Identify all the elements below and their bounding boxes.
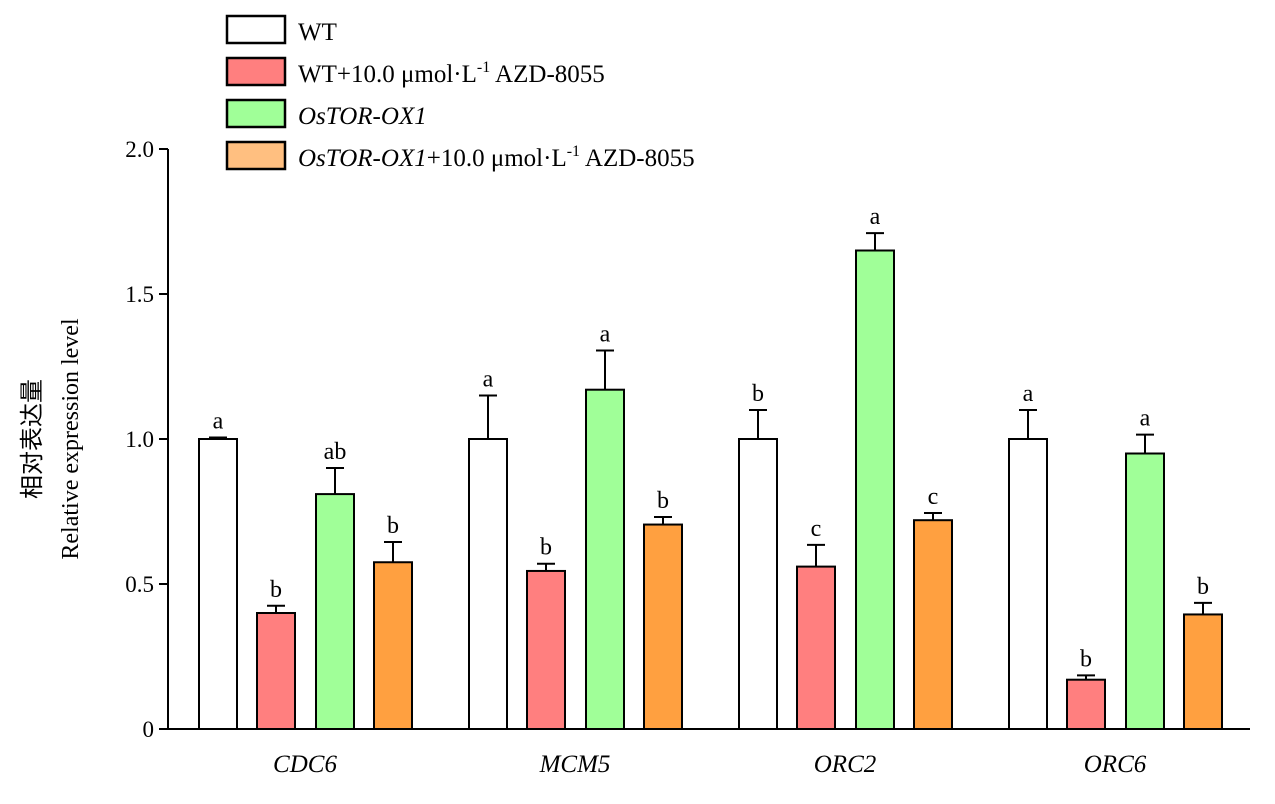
legend-swatch bbox=[225, 14, 287, 45]
x-tick-label: ORC6 bbox=[1084, 751, 1147, 778]
legend-label-text: AZD-8055 bbox=[490, 61, 605, 88]
bar bbox=[585, 388, 625, 730]
bar bbox=[1066, 678, 1106, 731]
legend-label-text: WT bbox=[298, 19, 337, 46]
legend-swatch bbox=[225, 98, 287, 129]
legend-label-sup: -1 bbox=[567, 143, 580, 160]
significance-letter: a bbox=[1023, 381, 1034, 407]
legend-label-text: AZD-8055 bbox=[580, 145, 695, 172]
legend-swatch bbox=[225, 56, 287, 87]
x-tick-label: ORC2 bbox=[814, 751, 877, 778]
legend-label-text: +10.0 μmol·L bbox=[427, 145, 567, 172]
y-axis-label-cn: 相对表达量 bbox=[19, 379, 46, 499]
x-tick-label: MCM5 bbox=[539, 751, 611, 778]
y-tick-label: 0 bbox=[143, 717, 155, 742]
legend-label: WT bbox=[298, 19, 337, 46]
significance-letter: a bbox=[213, 409, 224, 435]
significance-letter: b bbox=[387, 513, 399, 539]
bar bbox=[1183, 613, 1223, 731]
x-tick-label: CDC6 bbox=[273, 751, 337, 778]
significance-letter: b bbox=[540, 535, 552, 561]
legend-label-text: WT+10.0 μmol·L bbox=[298, 61, 477, 88]
bar bbox=[315, 493, 355, 730]
significance-letter: b bbox=[1197, 574, 1209, 600]
significance-letter: a bbox=[1140, 406, 1151, 432]
bar bbox=[738, 438, 778, 730]
legend-label-italic: OsTOR-OX1 bbox=[298, 103, 427, 130]
legend-label: WT+10.0 μmol·L-1 AZD-8055 bbox=[298, 59, 605, 88]
bar bbox=[913, 519, 953, 731]
significance-letter: b bbox=[270, 577, 282, 603]
significance-letter: a bbox=[600, 322, 611, 348]
legend-label: OsTOR-OX1 bbox=[298, 103, 427, 130]
significance-letter: c bbox=[811, 516, 822, 542]
significance-letter: a bbox=[483, 367, 494, 393]
bar bbox=[198, 438, 238, 730]
legend-label-sup: -1 bbox=[477, 59, 490, 76]
legend-label-italic: OsTOR-OX1 bbox=[298, 145, 427, 172]
bar bbox=[373, 561, 413, 730]
bar bbox=[1008, 438, 1048, 730]
y-axis-label: Relative expression level bbox=[58, 318, 84, 560]
bar bbox=[526, 569, 566, 731]
bar bbox=[256, 612, 296, 730]
bar bbox=[855, 249, 895, 730]
y-tick-label: 1.5 bbox=[125, 282, 154, 307]
legend-swatch bbox=[225, 140, 287, 171]
axes: 0 0.5 1.0 1.5 2.0 CDC6 MCM5 ORC2 ORC6 bbox=[125, 137, 1250, 778]
y-tick-label: 2.0 bbox=[125, 137, 154, 162]
significance-letter: c bbox=[928, 484, 939, 510]
significance-letter: a bbox=[870, 204, 881, 230]
significance-letter: b bbox=[657, 488, 669, 514]
significance-letter: b bbox=[752, 381, 764, 407]
y-tick-label: 1.0 bbox=[125, 427, 154, 452]
y-tick-label: 0.5 bbox=[125, 572, 154, 597]
significance-letter: b bbox=[1080, 646, 1092, 672]
bar bbox=[468, 438, 508, 730]
bar bbox=[1125, 452, 1165, 730]
bar bbox=[796, 565, 836, 730]
significance-letter: ab bbox=[324, 439, 347, 465]
legend-label: OsTOR-OX1+10.0 μmol·L-1 AZD-8055 bbox=[298, 143, 695, 172]
bar bbox=[643, 523, 683, 730]
